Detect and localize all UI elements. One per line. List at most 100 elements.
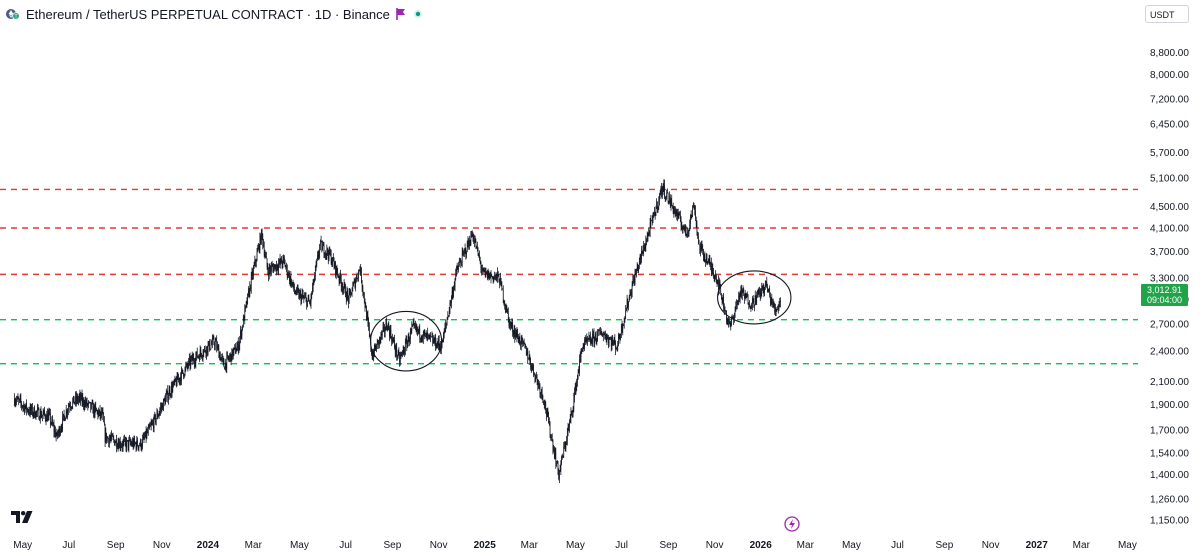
candle-body	[546, 410, 547, 416]
candle-body	[595, 334, 596, 337]
candle-body	[416, 325, 418, 331]
candle-body	[176, 375, 178, 386]
candle-body	[181, 370, 182, 382]
candle-body	[593, 333, 595, 343]
candle-body	[611, 338, 613, 347]
candle-body	[421, 338, 423, 340]
candle-body	[345, 296, 347, 300]
candle-body	[120, 446, 122, 447]
time-axis[interactable]: May Jul Sep Nov 2024 Mar May Jul Sep Nov 2025 Mar Ma…	[13, 540, 1137, 551]
candle-body	[562, 456, 564, 458]
candle-body	[626, 310, 627, 311]
candle-body	[346, 291, 348, 300]
candle-body	[345, 286, 346, 297]
candle-body	[151, 423, 153, 425]
candle-body	[446, 319, 448, 323]
candle-body	[682, 228, 684, 229]
candle-body	[662, 186, 664, 190]
candle-body	[764, 287, 765, 293]
candle-body	[475, 240, 477, 248]
currency-selector[interactable]: USDT	[1145, 5, 1189, 23]
candle-body	[683, 226, 685, 228]
candle-body	[284, 261, 286, 267]
candle-body	[81, 394, 82, 401]
candle-body	[224, 367, 225, 370]
candle-body	[398, 351, 400, 355]
candle-body	[23, 405, 25, 407]
candle-body	[495, 274, 497, 276]
candle-body	[85, 401, 86, 405]
candle-body	[663, 184, 665, 190]
candle-body	[466, 252, 467, 255]
candle-body	[756, 295, 757, 303]
candle-body	[546, 410, 548, 416]
candle-body	[582, 346, 584, 351]
candle-body	[744, 294, 746, 298]
candle-body	[678, 213, 680, 218]
tradingview-logo-icon[interactable]	[10, 510, 34, 524]
candle-body	[46, 413, 48, 422]
candle-body	[366, 315, 368, 320]
candle-body	[636, 266, 638, 270]
time-tick-label: 2024	[197, 540, 220, 551]
candle-body	[425, 332, 426, 334]
candle-body	[755, 295, 757, 303]
candle-body	[402, 351, 403, 353]
candle-body	[252, 272, 253, 276]
candle-body	[392, 338, 394, 341]
candle-body	[159, 410, 161, 414]
candle-body	[610, 339, 612, 346]
candle-body	[390, 329, 392, 338]
candle-body	[780, 301, 781, 302]
candle-body	[293, 282, 295, 289]
candle-body	[391, 337, 392, 343]
candle-body	[739, 292, 741, 300]
candle-body	[333, 261, 335, 267]
candle-body	[349, 290, 351, 293]
candle-body	[261, 229, 263, 235]
candle-body	[776, 309, 778, 311]
candle-body	[463, 252, 464, 254]
candle-body	[715, 275, 716, 277]
candle-body	[443, 332, 445, 334]
candle-body	[168, 395, 169, 400]
lightning-icon[interactable]	[784, 516, 800, 532]
candle-body	[221, 357, 223, 358]
candle-body	[640, 255, 642, 260]
candle-body	[694, 209, 696, 211]
candle-body	[341, 286, 343, 288]
candle-body	[369, 327, 370, 335]
candle-body	[326, 248, 328, 255]
candle-body	[27, 408, 29, 412]
candle-body	[492, 276, 493, 278]
candle-body	[642, 250, 644, 254]
candle-body	[707, 262, 709, 265]
candle-body	[190, 359, 192, 366]
candle-body	[84, 401, 86, 407]
candle-body	[725, 310, 727, 312]
flag-icon[interactable]	[396, 8, 406, 20]
candle-body	[730, 324, 732, 326]
candle-body	[443, 333, 444, 343]
candle-body	[45, 414, 46, 419]
candle-body	[646, 236, 648, 242]
candle-body	[630, 292, 631, 296]
candle-body	[217, 345, 219, 348]
candle-body	[86, 399, 88, 406]
candle-body	[89, 402, 91, 403]
candle-body	[253, 265, 255, 268]
candle-body	[96, 410, 98, 412]
candle-body	[448, 309, 450, 316]
candle-body	[15, 401, 17, 403]
candle-body	[522, 338, 523, 343]
candle-body	[210, 344, 212, 349]
candle-body	[579, 358, 580, 371]
candle-body	[721, 299, 723, 303]
candle-body	[374, 345, 376, 350]
candle-body	[175, 378, 176, 381]
candle-body	[325, 252, 327, 255]
candle-body	[407, 341, 408, 348]
candle-body	[266, 258, 268, 268]
candle-body	[529, 356, 531, 361]
